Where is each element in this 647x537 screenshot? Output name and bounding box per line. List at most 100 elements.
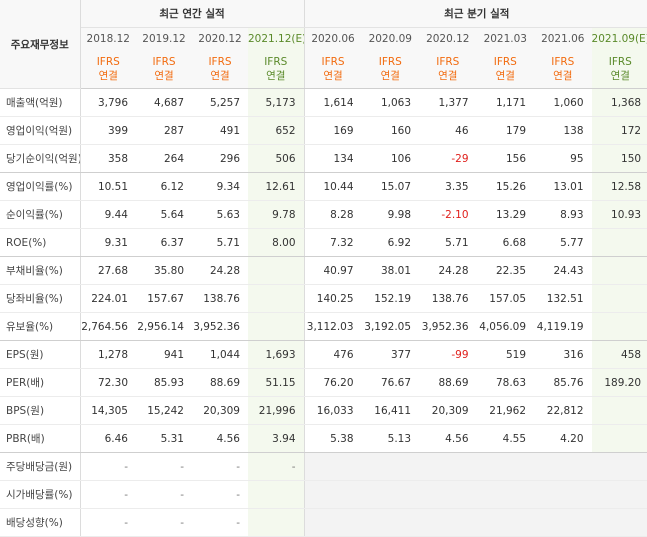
cell	[591, 396, 647, 425]
cell: -	[192, 480, 248, 509]
cell: 652	[248, 116, 305, 145]
cell: 3,952.36	[419, 312, 477, 341]
cell: 1,063	[361, 88, 420, 117]
period-header: 2020.12	[192, 27, 248, 50]
cell: -	[136, 452, 192, 481]
row-label: 부채비율(%)	[0, 256, 81, 285]
cell: -29	[419, 144, 477, 173]
cell: 76.67	[361, 368, 420, 397]
group-row: 주요재무정보 최근 연간 실적 최근 분기 실적	[0, 0, 647, 89]
table-row: 배당성향(%) - - -	[0, 508, 647, 537]
cell: 16,033	[303, 396, 362, 425]
cell	[534, 508, 592, 537]
table-row: BPS(원) 14,305 15,242 20,309 21,996 16,033 16,4…	[0, 396, 647, 425]
group-title: 최근 분기 실적	[303, 0, 647, 28]
period-header: 2021.12(E)	[248, 27, 305, 50]
cell: 85.93	[136, 368, 192, 397]
period-header: 2018.12	[80, 27, 136, 50]
basis-text: 연결	[438, 70, 458, 82]
cell: 21,962	[476, 396, 535, 425]
table-row: 매출액(억원) 3,796 4,687 5,257 5,173 1,614 1,063 1,3…	[0, 88, 647, 117]
basis-text: 연결	[323, 70, 343, 82]
period-header: 2020.09	[361, 27, 420, 50]
cell: -2.10	[419, 200, 477, 229]
cell: 358	[80, 144, 136, 173]
cell: 172	[591, 116, 647, 145]
row-label: 순이익률(%)	[0, 200, 81, 229]
basis-header: IFRS 연결	[476, 50, 535, 89]
row-label: 매출액(억원)	[0, 88, 81, 117]
cell: 4,687	[136, 88, 192, 117]
cell: 27.68	[80, 256, 136, 285]
cell: 5.71	[192, 228, 248, 257]
cell: 22.35	[476, 256, 535, 285]
cell: 76.20	[303, 368, 362, 397]
cell: 1,044	[192, 340, 248, 369]
row-label: BPS(원)	[0, 396, 81, 425]
cell: 156	[476, 144, 535, 173]
basis-text: IFRS	[493, 56, 517, 68]
row-label: 유보율(%)	[0, 312, 81, 341]
cell: 3,952.36	[192, 312, 248, 341]
cell	[591, 228, 647, 257]
cell	[591, 424, 647, 453]
cell: 24.28	[192, 256, 248, 285]
basis-header: IFRS 연결	[534, 50, 592, 89]
cell	[248, 508, 305, 537]
cell: 189.20	[591, 368, 647, 397]
cell: 138.76	[192, 284, 248, 313]
cell: 138	[534, 116, 592, 145]
cell: -	[192, 452, 248, 481]
cell: 4.56	[192, 424, 248, 453]
table-row: 시가배당률(%) - - -	[0, 480, 647, 509]
cell: 3.35	[419, 172, 477, 201]
cell: 6.92	[361, 228, 420, 257]
row-label: 배당성향(%)	[0, 508, 81, 537]
cell: 13.29	[476, 200, 535, 229]
cell: 4,056.09	[476, 312, 535, 341]
cell: 1,368	[591, 88, 647, 117]
period: 2020.12	[198, 33, 242, 45]
cell: 4,119.19	[534, 312, 592, 341]
cell: -	[136, 508, 192, 537]
basis-text: IFRS	[208, 56, 232, 68]
cell: 4.56	[419, 424, 477, 453]
cell: -99	[419, 340, 477, 369]
cell	[419, 480, 477, 509]
period: 2021.12	[248, 33, 292, 45]
cell	[591, 480, 647, 509]
cell: 10.93	[591, 200, 647, 229]
cell	[534, 480, 592, 509]
basis-text: IFRS	[378, 56, 402, 68]
table-row: 영업이익률(%) 10.51 6.12 9.34 12.61 10.44 15.07 3.35…	[0, 172, 647, 201]
cell: 9.31	[80, 228, 136, 257]
estimate-mark: (E)	[291, 33, 304, 45]
cell: 72.30	[80, 368, 136, 397]
row-label: 영업이익(억원)	[0, 116, 81, 145]
row-label: 주당배당금(원)	[0, 452, 81, 481]
row-label: PER(배)	[0, 368, 81, 397]
cell: 9.34	[192, 172, 248, 201]
cell: 224.01	[80, 284, 136, 313]
cell	[591, 312, 647, 341]
cell	[476, 480, 535, 509]
cell	[303, 452, 362, 481]
group-title: 최근 연간 실적	[80, 0, 305, 28]
cell: 88.69	[419, 368, 477, 397]
cell: 1,060	[534, 88, 592, 117]
cell	[591, 452, 647, 481]
cell: 40.97	[303, 256, 362, 285]
cell: 287	[136, 116, 192, 145]
cell: 1,278	[80, 340, 136, 369]
cell: 6.46	[80, 424, 136, 453]
cell: 8.28	[303, 200, 362, 229]
cell	[591, 508, 647, 537]
cell: 5.13	[361, 424, 420, 453]
cell	[591, 284, 647, 313]
basis-text: 연결	[610, 70, 630, 82]
cell: 3,796	[80, 88, 136, 117]
cell: 14,305	[80, 396, 136, 425]
cell: 491	[192, 116, 248, 145]
cell: 22,812	[534, 396, 592, 425]
cell: 38.01	[361, 256, 420, 285]
